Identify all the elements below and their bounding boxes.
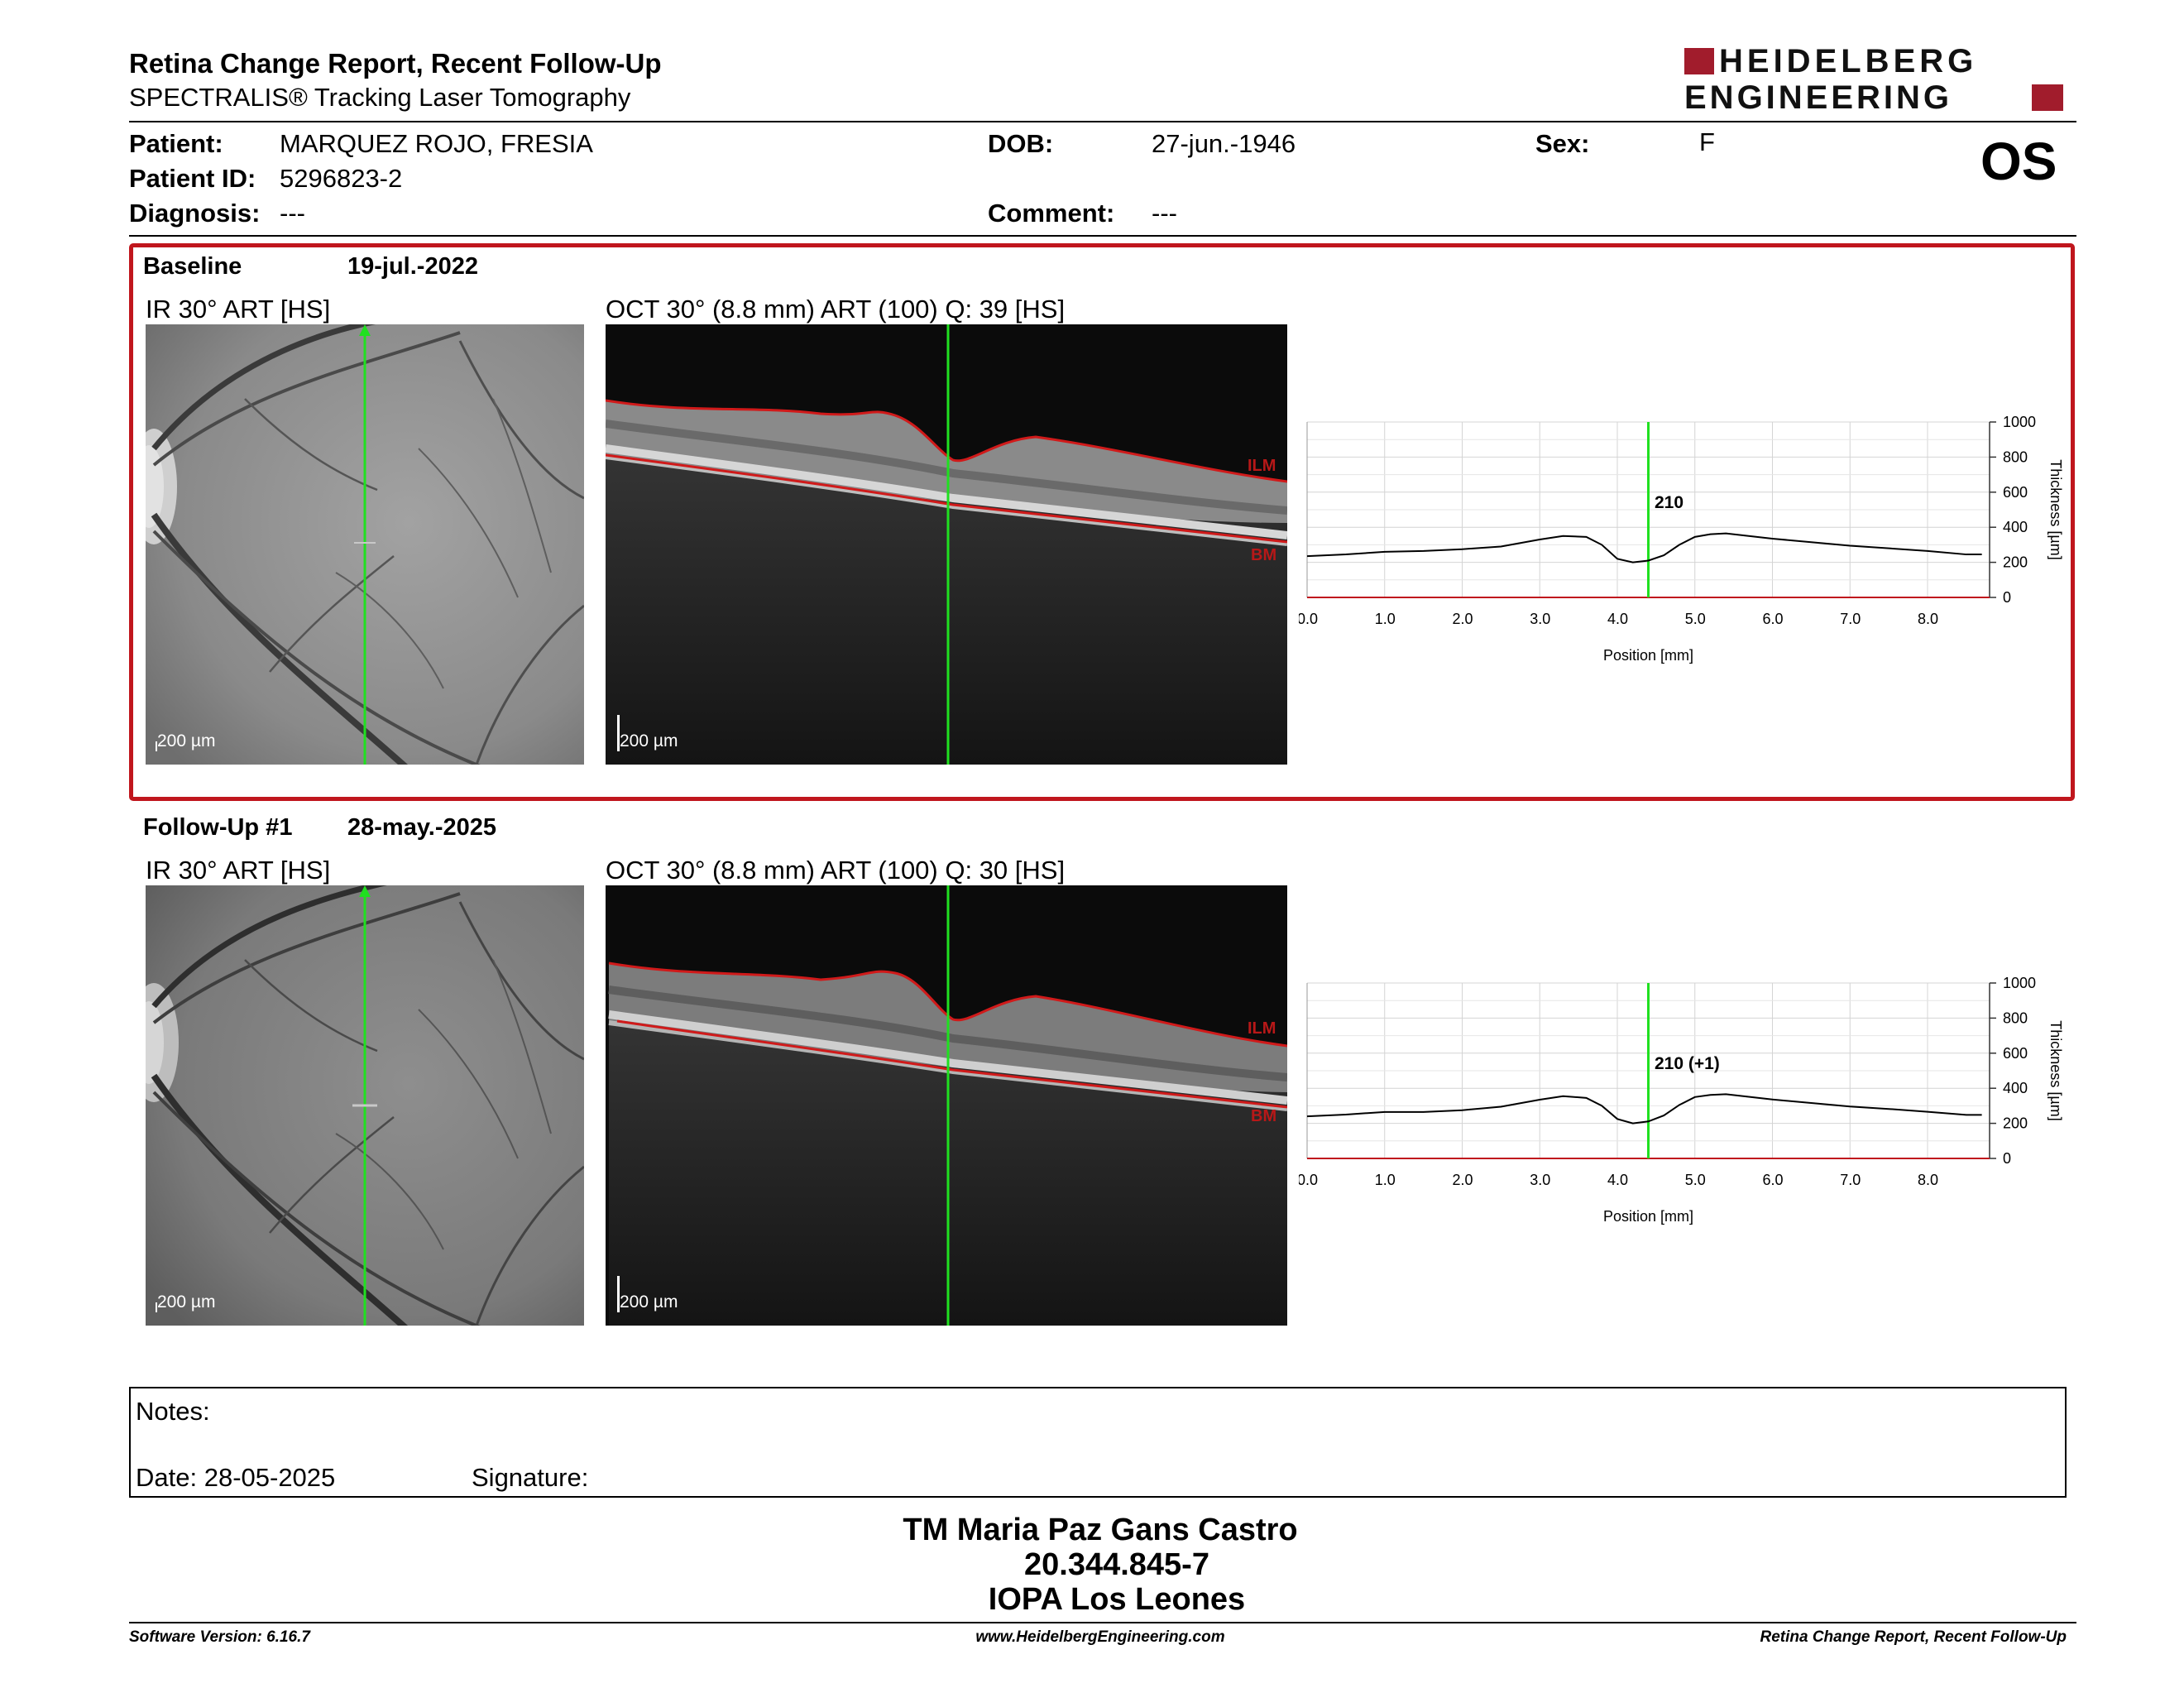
followup-oct-scale-text: 200 µm <box>620 1292 678 1312</box>
x-tick-label: 6.0 <box>1763 1172 1784 1188</box>
comment-value: --- <box>1152 199 1177 228</box>
signer-name: TM Maria Paz Gans Castro <box>903 1513 1298 1547</box>
baseline-ir-title: IR 30° ART [HS] <box>146 295 331 324</box>
followup-ir-scalebar: 200 µm <box>156 1292 215 1312</box>
baseline-oct-scale-text: 200 µm <box>620 731 678 750</box>
x-tick-label: 3.0 <box>1530 611 1550 627</box>
x-tick-label: 0.0 <box>1299 611 1318 627</box>
thickness-curve <box>1306 532 1982 563</box>
baseline-oct-title: OCT 30° (8.8 mm) ART (100) Q: 39 [HS] <box>606 295 1066 324</box>
baseline-ir-scale-text: 200 µm <box>157 731 216 750</box>
followup-bm-label: BM <box>1251 1107 1277 1125</box>
patient-id-label: Patient ID: <box>129 164 256 193</box>
followup-ir-scale-text: 200 µm <box>157 1292 216 1312</box>
followup-thickness-chart: 0 200 400 600 800 1000 0.0 1.0 2.0 3.0 4.0 5.0 6.0 7.… <box>1299 975 2064 1225</box>
comment-label: Comment: <box>988 199 1115 228</box>
followup-ilm-label: ILM <box>1248 1019 1276 1038</box>
x-tick-label: 8.0 <box>1918 1172 1938 1188</box>
y-tick-label: 600 <box>2003 1045 2028 1062</box>
baseline-chart-value-label: 210 <box>1655 493 1684 512</box>
y-tick-label: 1000 <box>2003 414 2036 430</box>
baseline-oct-scalebar: 200 µm <box>617 715 678 751</box>
diagnosis-label: Diagnosis: <box>129 199 261 228</box>
baseline-ilm-label: ILM <box>1248 457 1276 475</box>
x-axis-label: Position [mm] <box>1603 647 1693 664</box>
x-tick-label: 2.0 <box>1453 611 1473 627</box>
logo-line1: HEIDELBERG <box>1719 43 1978 79</box>
patient-id-value: 5296823-2 <box>280 164 403 193</box>
x-tick-label: 1.0 <box>1375 611 1396 627</box>
y-tick-label: 1000 <box>2003 975 2036 991</box>
y-tick-label: 200 <box>2003 554 2028 571</box>
followup-ir-title: IR 30° ART [HS] <box>146 856 331 885</box>
baseline-bm-label: BM <box>1251 546 1277 564</box>
x-tick-label: 4.0 <box>1607 1172 1628 1188</box>
x-tick-label: 4.0 <box>1607 611 1628 627</box>
x-tick-label: 8.0 <box>1918 611 1938 627</box>
notes-label: Notes: <box>136 1397 210 1426</box>
followup-chart-value-label: 210 (+1) <box>1655 1054 1720 1073</box>
logo-square-bottom <box>2032 84 2063 111</box>
y-axis-label: Thickness [µm] <box>2048 459 2064 559</box>
x-tick-label: 5.0 <box>1685 1172 1706 1188</box>
followup-oct-image: ILM BM 200 µm <box>606 885 1287 1326</box>
y-tick-label: 800 <box>2003 1009 2028 1026</box>
eye-indicator: OS <box>1980 132 2057 191</box>
footer-report-name: Retina Change Report, Recent Follow-Up <box>1760 1628 2067 1646</box>
baseline-section <box>129 243 2075 801</box>
logo-square-top <box>1684 48 1714 74</box>
baseline-thickness-chart: 0 200 400 600 800 1000 0.0 1.0 2.0 3.0 4.0 5.0 6.0 7.… <box>1299 414 2064 664</box>
dob-label: DOB: <box>988 129 1054 158</box>
heidelberg-logo: HEIDELBERG ENGINEERING <box>1684 43 2065 117</box>
followup-date: 28-may.-2025 <box>347 814 497 841</box>
baseline-label: Baseline <box>143 253 242 280</box>
x-tick-label: 2.0 <box>1453 1172 1473 1188</box>
dob-value: 27-jun.-1946 <box>1152 129 1296 158</box>
baseline-ir-scalebar: 200 µm <box>156 731 215 751</box>
x-tick-label: 6.0 <box>1763 611 1784 627</box>
y-tick-label: 0 <box>2003 1150 2011 1167</box>
followup-ir-image: 200 µm <box>146 885 584 1326</box>
logo-line2: ENGINEERING <box>1684 79 1953 116</box>
signature-label: Signature: <box>472 1463 589 1492</box>
x-tick-label: 5.0 <box>1685 611 1706 627</box>
patient-name: MARQUEZ ROJO, FRESIA <box>280 129 593 158</box>
baseline-date: 19-jul.-2022 <box>347 253 478 280</box>
y-axis-label: Thickness [µm] <box>2048 1020 2064 1120</box>
x-tick-label: 7.0 <box>1840 611 1861 627</box>
report-title: Retina Change Report, Recent Follow-Up <box>129 48 662 79</box>
followup-oct-title: OCT 30° (8.8 mm) ART (100) Q: 30 [HS] <box>606 856 1066 885</box>
y-tick-label: 400 <box>2003 1080 2028 1096</box>
signer-id: 20.344.845-7 <box>1024 1547 1209 1582</box>
footer-software-version: Software Version: 6.16.7 <box>129 1628 310 1646</box>
followup-label: Follow-Up #1 <box>143 814 293 841</box>
sex-value: F <box>1699 127 1715 156</box>
y-tick-label: 0 <box>2003 589 2011 606</box>
followup-oct-scalebar: 200 µm <box>617 1276 678 1312</box>
notes-box <box>129 1387 2067 1498</box>
diagnosis-value: --- <box>280 199 305 228</box>
x-tick-label: 3.0 <box>1530 1172 1550 1188</box>
signer-institution: IOPA Los Leones <box>988 1582 1246 1617</box>
y-tick-label: 400 <box>2003 519 2028 535</box>
sex-label: Sex: <box>1535 129 1590 158</box>
x-axis-label: Position [mm] <box>1603 1208 1693 1225</box>
x-tick-label: 0.0 <box>1299 1172 1318 1188</box>
y-tick-label: 600 <box>2003 484 2028 501</box>
thickness-curve <box>1306 1093 1982 1125</box>
x-tick-label: 1.0 <box>1375 1172 1396 1188</box>
notes-date: Date: 28-05-2025 <box>136 1463 336 1492</box>
x-tick-label: 7.0 <box>1840 1172 1861 1188</box>
baseline-ir-image: 200 µm <box>146 324 584 765</box>
report-subtitle: SPECTRALIS® Tracking Laser Tomography <box>129 83 631 112</box>
patient-label: Patient: <box>129 129 223 158</box>
baseline-oct-image: ILM BM 200 µm <box>606 324 1287 765</box>
y-tick-label: 200 <box>2003 1115 2028 1132</box>
y-tick-label: 800 <box>2003 448 2028 465</box>
footer-website: www.HeidelbergEngineering.com <box>975 1628 1225 1646</box>
